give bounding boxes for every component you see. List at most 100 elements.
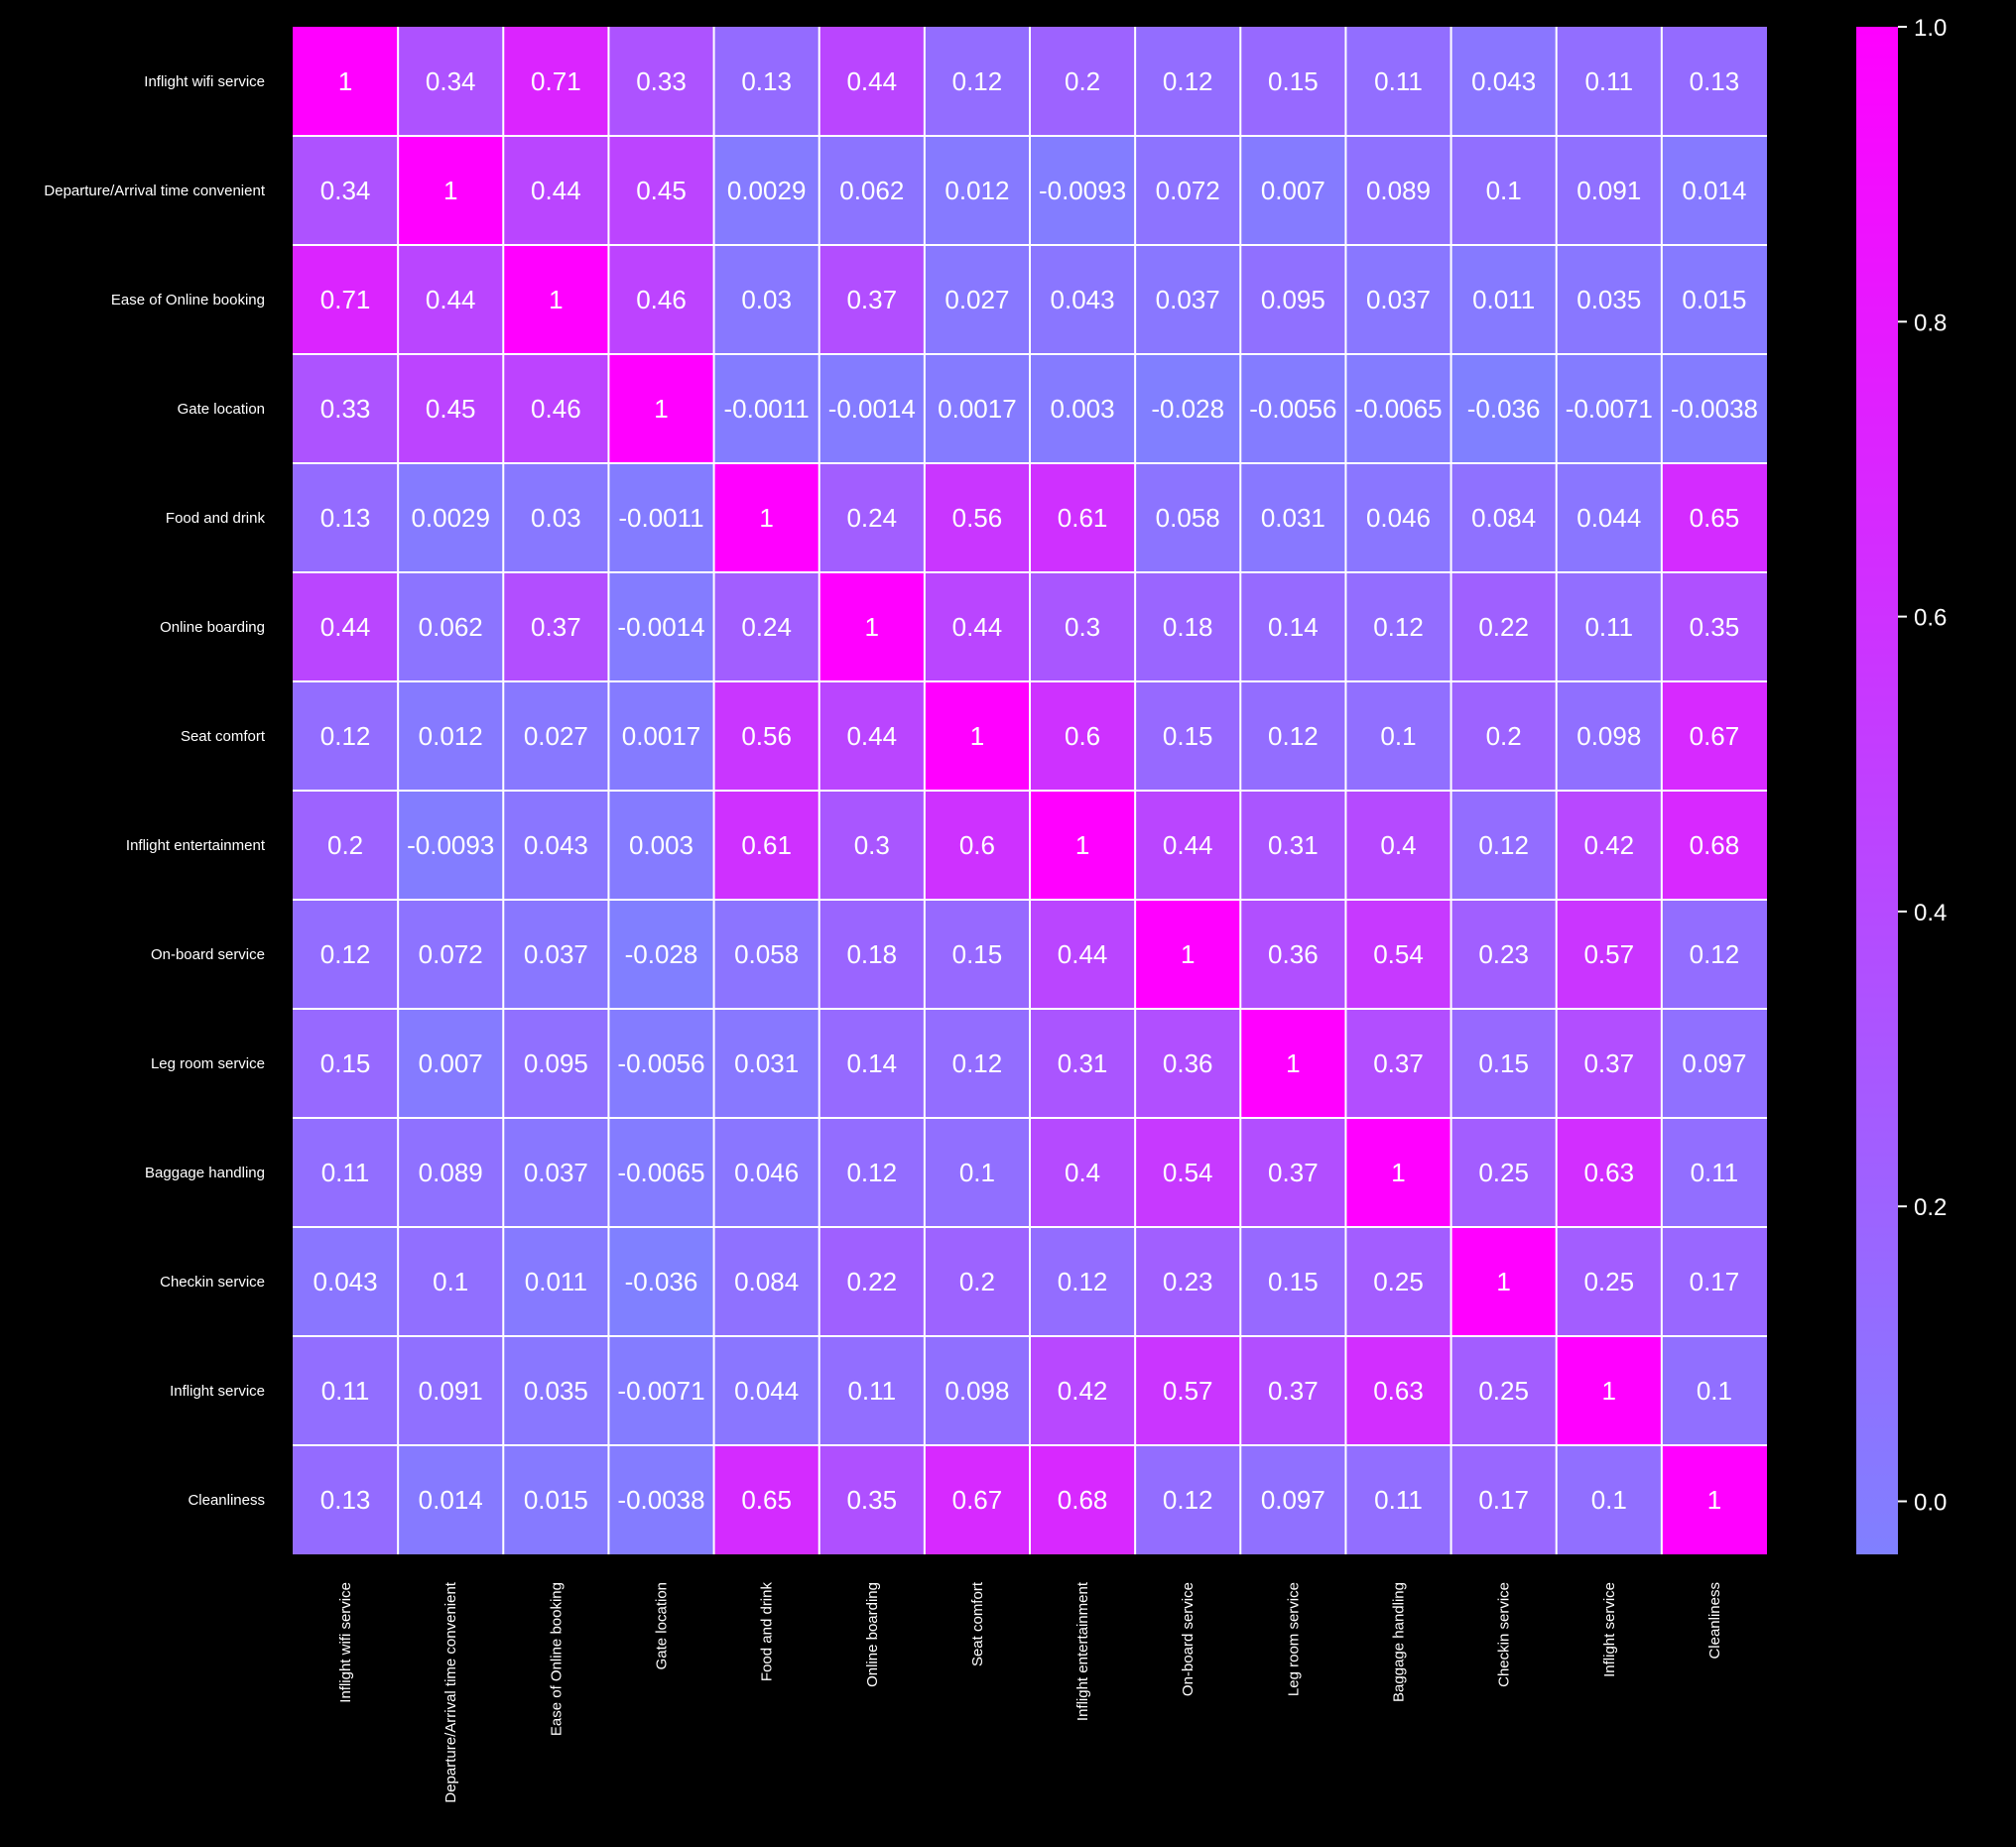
heatmap-cell xyxy=(608,27,714,136)
y-tick-label: Checkin service xyxy=(160,1274,265,1291)
heatmap-cell xyxy=(1661,1009,1767,1118)
heatmap-cell xyxy=(924,1118,1030,1227)
cell-value-label: 0.22 xyxy=(846,1267,897,1296)
heatmap-cell xyxy=(1556,463,1662,572)
cell-value-label: 0.058 xyxy=(1156,503,1220,533)
heatmap-cell xyxy=(293,27,399,136)
cell-value-label: 1 xyxy=(443,176,457,205)
heatmap-cell xyxy=(398,1445,504,1554)
heatmap-cell xyxy=(1135,572,1241,681)
heatmap-cell xyxy=(819,245,925,354)
heatmap-cell xyxy=(1661,136,1767,245)
cell-value-label: 0.24 xyxy=(741,612,792,642)
heatmap-cell xyxy=(293,572,399,681)
heatmap-cell xyxy=(1661,572,1767,681)
heatmap-cell xyxy=(503,791,609,900)
cell-value-label: -0.0038 xyxy=(617,1485,704,1515)
x-tick-label: Online boarding xyxy=(864,1582,881,1687)
colorbar xyxy=(1856,27,1898,1554)
cell-value-label: 0.25 xyxy=(1478,1158,1529,1187)
heatmap-cell xyxy=(1135,900,1241,1009)
heatmap-cell xyxy=(503,463,609,572)
cell-value-label: 0.098 xyxy=(1576,721,1641,751)
cell-value-label: 0.15 xyxy=(1268,66,1319,96)
heatmap-cell xyxy=(713,1445,819,1554)
heatmap-cell xyxy=(713,791,819,900)
cell-value-label: 0.13 xyxy=(1690,66,1740,96)
cell-value-label: 0.13 xyxy=(320,503,371,533)
heatmap-cell xyxy=(1135,136,1241,245)
cell-value-label: 0.65 xyxy=(741,1485,792,1515)
cell-value-label: 1 xyxy=(865,612,879,642)
cell-value-label: 0.24 xyxy=(846,503,897,533)
heatmap-cell xyxy=(1450,1445,1557,1554)
heatmap-cell xyxy=(1135,681,1241,791)
cell-value-label: 0.23 xyxy=(1163,1267,1213,1296)
cell-value-label: -0.0056 xyxy=(617,1048,704,1078)
cell-value-label: 0.095 xyxy=(1261,285,1325,314)
x-tick-label: Departure/Arrival time convenient xyxy=(442,1581,459,1802)
cell-value-label: 0.35 xyxy=(846,1485,897,1515)
heatmap-cell xyxy=(608,681,714,791)
cell-value-label: 0.12 xyxy=(1690,939,1740,969)
heatmap-cell xyxy=(1240,1118,1346,1227)
cell-value-label: -0.0071 xyxy=(1566,394,1653,424)
heatmap-cell xyxy=(1345,1227,1451,1336)
heatmap-cell xyxy=(293,681,399,791)
heatmap-cell xyxy=(924,1336,1030,1445)
cell-value-label: 0.1 xyxy=(959,1158,995,1187)
cell-value-label: 0.007 xyxy=(419,1048,483,1078)
x-tick-label: Inflight entertainment xyxy=(1074,1581,1091,1721)
cell-value-label: 0.44 xyxy=(320,612,371,642)
cell-value-label: 0.13 xyxy=(741,66,792,96)
x-tick-label: Leg room service xyxy=(1285,1582,1302,1696)
cell-value-label: 0.11 xyxy=(847,1376,896,1406)
cell-value-label: 0.44 xyxy=(952,612,1003,642)
y-tick-label: Online boarding xyxy=(160,619,265,636)
heatmap-cell xyxy=(608,1445,714,1554)
cell-value-label: 0.17 xyxy=(1690,1267,1740,1296)
cell-value-label: 0.027 xyxy=(524,721,588,751)
cell-value-label: 0.12 xyxy=(1163,66,1213,96)
heatmap-cell xyxy=(819,900,925,1009)
cell-value-label: 0.56 xyxy=(741,721,792,751)
cell-value-label: 0.63 xyxy=(1373,1376,1424,1406)
heatmap-cell xyxy=(924,1009,1030,1118)
cell-value-label: 0.25 xyxy=(1478,1376,1529,1406)
heatmap-cell xyxy=(819,1445,925,1554)
cell-value-label: 0.34 xyxy=(320,176,371,205)
heatmap-cell xyxy=(1240,791,1346,900)
cell-value-label: 0.2 xyxy=(327,830,363,860)
heatmap-cell xyxy=(1450,572,1557,681)
cell-value-label: 0.31 xyxy=(1268,830,1319,860)
heatmap-cell xyxy=(819,791,925,900)
cell-value-label: 0.0017 xyxy=(622,721,701,751)
cell-value-label: 0.027 xyxy=(945,285,1009,314)
cell-value-label: 1 xyxy=(1391,1158,1405,1187)
y-tick-label: Inflight service xyxy=(170,1383,265,1400)
heatmap-cell xyxy=(398,463,504,572)
cell-value-label: 0.1 xyxy=(1380,721,1416,751)
heatmap-cell xyxy=(1135,791,1241,900)
cell-value-label: 0.12 xyxy=(1058,1267,1108,1296)
cell-value-label: 0.044 xyxy=(734,1376,799,1406)
cell-value-label: 0.44 xyxy=(1163,830,1213,860)
heatmap-cell xyxy=(608,1118,714,1227)
heatmap-cell xyxy=(1240,681,1346,791)
heatmap-cell-labels: 1 0.34 0.71 0.33 0.13 0.44 0.12 0.2 0.12 0.15 0.11… xyxy=(314,66,1758,1515)
heatmap-cell xyxy=(398,27,504,136)
cell-value-label: 0.15 xyxy=(1478,1048,1529,1078)
heatmap-cell xyxy=(1030,1336,1136,1445)
cell-value-label: 0.091 xyxy=(419,1376,483,1406)
cell-value-label: 0.015 xyxy=(1682,285,1746,314)
heatmap-cell xyxy=(1450,1227,1557,1336)
heatmap-cell xyxy=(1556,681,1662,791)
heatmap-cell xyxy=(398,572,504,681)
heatmap-cell xyxy=(293,136,399,245)
heatmap-cell xyxy=(1030,1227,1136,1336)
cell-value-label: 0.2 xyxy=(959,1267,995,1296)
heatmap-cell xyxy=(819,1336,925,1445)
colorbar-tick-label: 0.8 xyxy=(1914,309,1947,336)
heatmap-cell xyxy=(608,900,714,1009)
cell-value-label: -0.0038 xyxy=(1671,394,1758,424)
